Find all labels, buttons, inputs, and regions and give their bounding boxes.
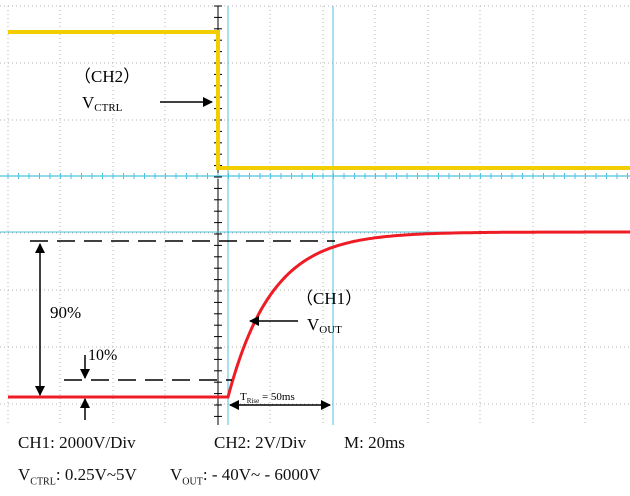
ch1-label: （CH1） xyxy=(296,289,362,308)
grid xyxy=(0,5,630,425)
traces xyxy=(8,30,630,399)
ch2-scale: CH2: 2V/Div xyxy=(214,433,307,452)
trise-label: TRise = 50ms xyxy=(240,391,295,405)
percent-10-label: 10% xyxy=(88,347,117,364)
annotations: （CH2） VCTRL （CH1） VOUT 90% 10% TRise = 50ms xyxy=(30,67,362,420)
oscilloscope-plot: （CH2） VCTRL （CH1） VOUT 90% 10% TRise = 50ms xyxy=(0,5,630,425)
vctrl-label: VCTRL xyxy=(82,93,123,114)
ch1-scale: CH1: 2000V/Div xyxy=(18,433,136,452)
settings-row-1: CH1: 2000V/Div CH2: 2V/Div M: 20ms xyxy=(18,433,405,453)
ch2-vctrl-trace xyxy=(8,30,630,170)
percent-90-label: 90% xyxy=(50,303,81,322)
vout-range: VOUT: - 40V~ - 6000V xyxy=(170,465,321,488)
ch1-vout-trace xyxy=(8,230,630,399)
ch2-label: （CH2） xyxy=(74,67,140,86)
settings-row-2: VCTRL: 0.25V~5V VOUT: - 40V~ - 6000V xyxy=(18,465,321,487)
vout-label: VOUT xyxy=(307,315,342,336)
time-scale: M: 20ms xyxy=(344,433,405,452)
vctrl-range: VCTRL: 0.25V~5V xyxy=(18,465,137,488)
